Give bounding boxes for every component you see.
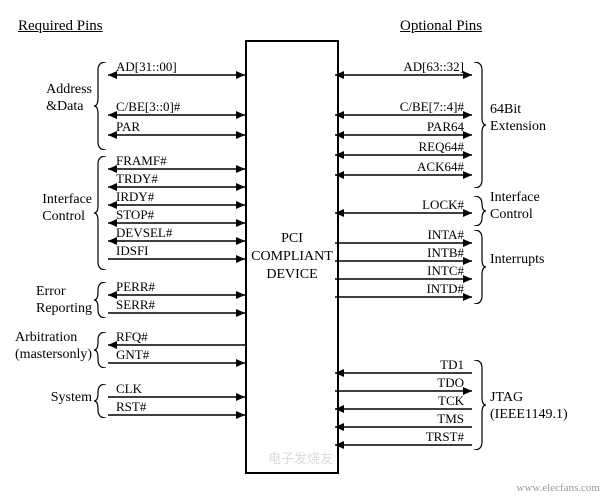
signal-intc: INTC#: [335, 262, 472, 280]
signal-ack64: ACK64#: [335, 158, 472, 176]
group-brace: [94, 62, 106, 150]
group-brace: [94, 384, 106, 418]
signal-req64: REQ64#: [335, 138, 472, 156]
group-label: System: [51, 390, 92, 407]
group-label: Address&Data: [46, 82, 92, 116]
signal-label: FRAMF#: [116, 154, 167, 167]
signal-perr: PERR#: [108, 278, 245, 296]
group-label: InterfaceControl: [42, 192, 92, 226]
group-brace: [474, 360, 486, 450]
group-label: 64BitExtension: [490, 102, 546, 136]
signal-stop: STOP#: [108, 206, 245, 224]
signal-lock: LOCK#: [335, 196, 472, 214]
group-label: ErrorReporting: [36, 284, 92, 318]
signal-label: CLK: [116, 382, 142, 395]
group-label: InterfaceControl: [490, 190, 540, 224]
group-label: Interrupts: [490, 252, 544, 269]
pci-device-box: PCI COMPLIANT DEVICE: [245, 40, 339, 474]
group-label: JTAG(IEEE1149.1): [490, 390, 568, 424]
signal-framf: FRAMF#: [108, 152, 245, 170]
signal-label: AD[63::32]: [403, 60, 464, 73]
group-brace: [94, 156, 106, 270]
signal-label: PAR: [116, 120, 140, 133]
group-brace: [474, 62, 486, 188]
signal-label: IDSFI: [116, 244, 149, 257]
signal-ad6332: AD[63::32]: [335, 58, 472, 76]
signal-label: TMS: [437, 412, 464, 425]
group-brace: [94, 282, 106, 318]
title-optional-pins: Optional Pins: [400, 18, 482, 35]
signal-label: IRDY#: [116, 190, 154, 203]
signal-trdy: TRDY#: [108, 170, 245, 188]
signal-tck: TCK: [335, 392, 472, 410]
signal-label: TD1: [440, 358, 464, 371]
signal-label: RFQ#: [116, 330, 148, 343]
group-brace: [94, 332, 106, 368]
signal-ad3100: AD[31::00]: [108, 58, 245, 76]
signal-cbe30: C/BE[3::0]#: [108, 98, 245, 116]
signal-label: RST#: [116, 400, 146, 413]
signal-label: DEVSEL#: [116, 226, 172, 239]
signal-label: INTD#: [426, 282, 464, 295]
signal-devsel: DEVSEL#: [108, 224, 245, 242]
signal-label: C/BE[7::4]#: [400, 100, 464, 113]
signal-inta: INTA#: [335, 226, 472, 244]
group-label: Arbitration(mastersonly): [15, 330, 92, 364]
signal-idsfi: IDSFI: [108, 242, 245, 260]
device-line-2: DEVICE: [266, 266, 317, 284]
signal-label: REQ64#: [419, 140, 465, 153]
group-brace: [474, 230, 486, 304]
device-line-1: COMPLIANT: [251, 248, 333, 266]
signal-td1: TD1: [335, 356, 472, 374]
signal-trst: TRST#: [335, 428, 472, 446]
signal-serr: SERR#: [108, 296, 245, 314]
signal-gnt: GNT#: [108, 346, 245, 364]
title-required-pins: Required Pins: [18, 18, 103, 35]
signal-label: ACK64#: [417, 160, 464, 173]
signal-rst: RST#: [108, 398, 245, 416]
signal-label: PERR#: [116, 280, 155, 293]
signal-tms: TMS: [335, 410, 472, 428]
signal-label: C/BE[3::0]#: [116, 100, 180, 113]
signal-label: AD[31::00]: [116, 60, 177, 73]
signal-label: TDO: [437, 376, 464, 389]
signal-label: INTB#: [427, 246, 464, 259]
signal-cbe74: C/BE[7::4]#: [335, 98, 472, 116]
signal-label: SERR#: [116, 298, 155, 311]
signal-rfq: RFQ#: [108, 328, 245, 346]
signal-intb: INTB#: [335, 244, 472, 262]
signal-label: GNT#: [116, 348, 149, 361]
signal-label: PAR64: [427, 120, 464, 133]
device-line-0: PCI: [281, 230, 303, 248]
signal-label: TRST#: [426, 430, 464, 443]
signal-tdo: TDO: [335, 374, 472, 392]
signal-irdy: IRDY#: [108, 188, 245, 206]
signal-clk: CLK: [108, 380, 245, 398]
signal-intd: INTD#: [335, 280, 472, 298]
signal-label: TRDY#: [116, 172, 158, 185]
signal-label: LOCK#: [422, 198, 464, 211]
signal-par: PAR: [108, 118, 245, 136]
signal-label: STOP#: [116, 208, 154, 221]
signal-label: TCK: [438, 394, 464, 407]
group-brace: [474, 196, 486, 226]
signal-label: INTC#: [427, 264, 464, 277]
signal-par64: PAR64: [335, 118, 472, 136]
signal-label: INTA#: [427, 228, 464, 241]
watermark-url: www.elecfans.com: [516, 482, 600, 494]
watermark-center: 电子发烧友: [268, 448, 333, 467]
